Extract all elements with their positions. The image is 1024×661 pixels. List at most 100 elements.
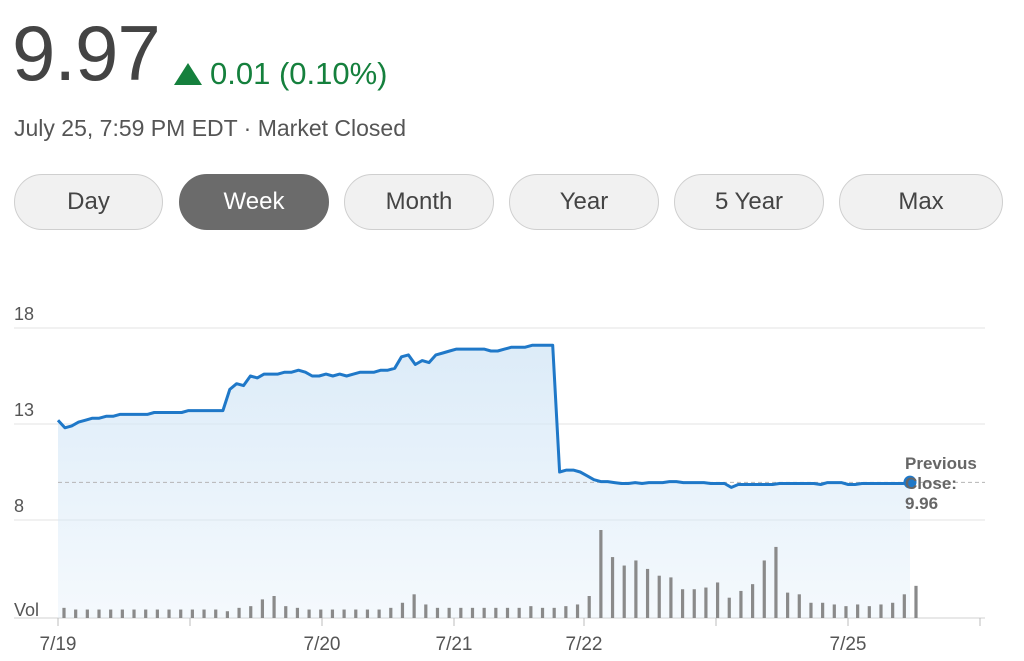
volume-bar	[856, 604, 860, 618]
volume-bar	[74, 609, 78, 618]
volume-bar	[389, 607, 393, 618]
volume-bar	[109, 609, 113, 618]
volume-bar	[762, 560, 766, 618]
volume-bar	[587, 596, 591, 618]
volume-bar	[505, 607, 510, 618]
volume-bar	[902, 594, 906, 618]
volume-bar	[354, 609, 358, 618]
tab-month[interactable]: Month	[344, 174, 494, 230]
price: 9.97	[12, 9, 161, 97]
y-tick-label: 8	[14, 496, 24, 516]
volume-bar	[517, 607, 521, 618]
volume-bar	[692, 589, 696, 618]
volume-bar	[284, 606, 288, 618]
volume-bar	[144, 609, 148, 618]
volume-bar	[400, 602, 405, 618]
volume-bar	[272, 596, 276, 618]
x-tick-label: 7/20	[304, 634, 341, 655]
volume-bar	[751, 584, 755, 618]
volume-bar	[330, 609, 335, 618]
price-change: 0.01 (0.10%)	[174, 56, 388, 92]
volume-bar	[680, 589, 685, 618]
volume-bar	[634, 560, 638, 618]
volume-bar	[774, 546, 778, 618]
volume-bar	[552, 607, 556, 618]
volume-bar	[447, 607, 451, 618]
volume-bar	[622, 565, 626, 618]
volume-bar	[529, 606, 533, 618]
volume-bar	[214, 609, 218, 618]
tab-day[interactable]: Day	[14, 174, 163, 230]
volume-bar	[797, 594, 801, 618]
previous-close-label: Close:	[905, 474, 957, 493]
volume-bar	[225, 611, 229, 618]
volume-bar	[891, 602, 895, 618]
tab-week[interactable]: Week	[179, 174, 329, 230]
volume-bar	[377, 609, 381, 618]
y-tick-label: 18	[14, 304, 34, 324]
volume-bar	[832, 604, 836, 618]
volume-bar	[821, 602, 825, 618]
x-tick-label: 7/25	[830, 634, 867, 655]
volume-bar	[645, 568, 650, 618]
tab-5-year[interactable]: 5 Year	[674, 174, 824, 230]
volume-bar	[120, 609, 124, 618]
volume-bar	[167, 609, 171, 618]
volume-bar	[295, 607, 300, 618]
volume-bar	[564, 606, 568, 618]
volume-bar	[155, 609, 159, 618]
volume-bar	[809, 602, 813, 618]
volume-bar	[914, 585, 918, 618]
volume-bar	[494, 607, 498, 618]
volume-bar	[704, 587, 708, 618]
last-price-point	[903, 475, 917, 489]
volume-bar	[470, 607, 475, 618]
tab-year[interactable]: Year	[509, 174, 659, 230]
volume-bar	[85, 609, 89, 618]
volume-axis-label: Vol	[14, 600, 39, 620]
volume-bar	[575, 604, 580, 618]
volume-bar	[879, 604, 883, 618]
y-tick-label: 13	[14, 400, 34, 420]
volume-bar	[867, 606, 871, 618]
up-arrow-icon	[174, 63, 202, 85]
volume-bar	[844, 606, 848, 618]
volume-bar	[715, 582, 720, 618]
volume-bar	[179, 609, 183, 618]
market-status: July 25, 7:59 PM EDT · Market Closed	[14, 115, 406, 141]
volume-bar	[307, 609, 311, 618]
volume-bar	[727, 597, 731, 618]
previous-close-value: 9.96	[905, 494, 938, 513]
volume-bar	[202, 609, 206, 618]
volume-bar	[540, 607, 545, 618]
volume-bar	[669, 577, 673, 618]
volume-bar	[435, 607, 440, 618]
volume-bar	[739, 590, 743, 618]
volume-bar	[657, 575, 661, 618]
volume-bar	[610, 557, 615, 618]
volume-bar	[62, 607, 66, 618]
volume-bar	[412, 594, 416, 618]
volume-bar	[424, 604, 428, 618]
x-tick-label: 7/21	[436, 634, 473, 655]
volume-bar	[237, 607, 241, 618]
price-line	[56, 343, 911, 489]
volume-bar	[365, 609, 370, 618]
x-tick-label: 7/19	[40, 634, 77, 655]
price-area	[58, 345, 910, 618]
volume-bar	[190, 609, 194, 618]
price-change-value: 0.01 (0.10%)	[210, 56, 388, 91]
volume-bar	[319, 609, 323, 618]
volume-bar	[249, 606, 253, 618]
tab-max[interactable]: Max	[839, 174, 1003, 230]
volume-bar	[482, 607, 486, 618]
volume-bar	[132, 609, 136, 618]
volume-bar	[786, 592, 790, 618]
volume-bar	[260, 599, 265, 618]
volume-bar	[342, 609, 346, 618]
volume-bar	[97, 609, 101, 618]
x-tick-label: 7/22	[566, 634, 603, 655]
previous-close-label: Previous	[905, 454, 977, 473]
volume-bar	[599, 530, 603, 618]
